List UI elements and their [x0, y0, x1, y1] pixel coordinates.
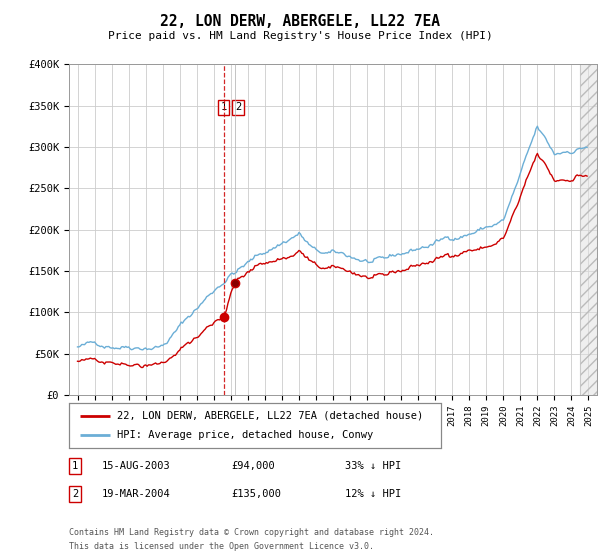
Bar: [580, 64, 597, 395]
Text: 33% ↓ HPI: 33% ↓ HPI: [345, 461, 401, 471]
Text: HPI: Average price, detached house, Conwy: HPI: Average price, detached house, Conw…: [118, 431, 374, 441]
Text: 19-MAR-2004: 19-MAR-2004: [102, 489, 171, 499]
Text: Price paid vs. HM Land Registry's House Price Index (HPI): Price paid vs. HM Land Registry's House …: [107, 31, 493, 41]
Text: 1: 1: [72, 461, 78, 471]
Text: 22, LON DERW, ABERGELE, LL22 7EA (detached house): 22, LON DERW, ABERGELE, LL22 7EA (detach…: [118, 410, 424, 421]
Text: 15-AUG-2003: 15-AUG-2003: [102, 461, 171, 471]
Text: £135,000: £135,000: [231, 489, 281, 499]
Text: This data is licensed under the Open Government Licence v3.0.: This data is licensed under the Open Gov…: [69, 542, 374, 551]
Text: 2: 2: [72, 489, 78, 499]
Text: 2: 2: [235, 102, 241, 113]
Text: £94,000: £94,000: [231, 461, 275, 471]
Bar: [580, 64, 597, 395]
Text: 12% ↓ HPI: 12% ↓ HPI: [345, 489, 401, 499]
Text: Contains HM Land Registry data © Crown copyright and database right 2024.: Contains HM Land Registry data © Crown c…: [69, 528, 434, 536]
Text: 1: 1: [220, 102, 227, 113]
Text: 22, LON DERW, ABERGELE, LL22 7EA: 22, LON DERW, ABERGELE, LL22 7EA: [160, 14, 440, 29]
